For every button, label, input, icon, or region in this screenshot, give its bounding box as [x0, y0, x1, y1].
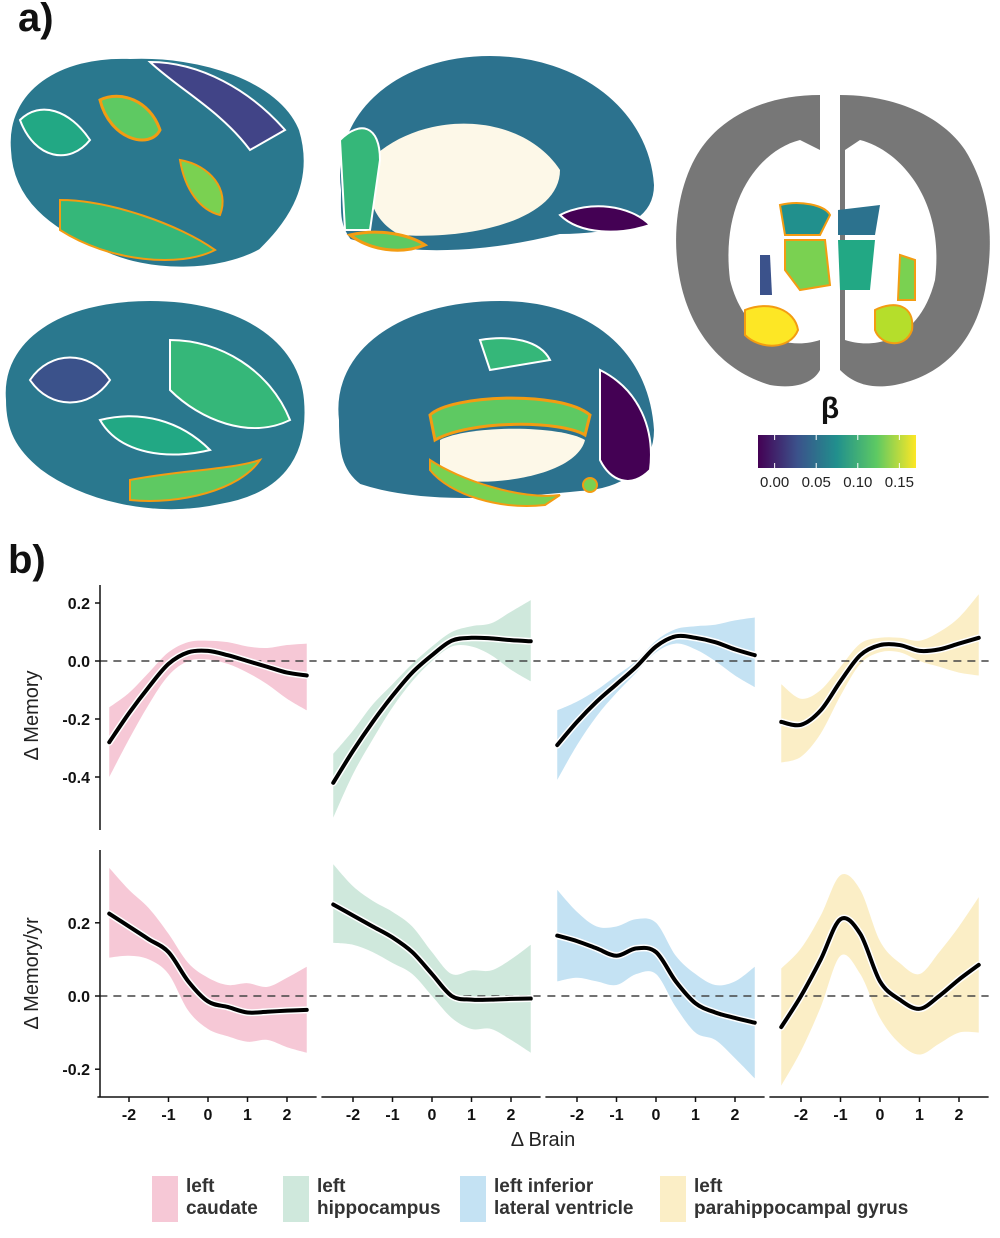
- fit-line: [779, 635, 981, 728]
- x-tick-label: 1: [243, 1107, 252, 1124]
- legend-label-line1: left: [317, 1176, 346, 1197]
- legend-label: left caudate: [186, 1176, 258, 1220]
- fit-line: [107, 911, 309, 1015]
- legend-label: left hippocampus: [317, 1176, 441, 1220]
- brain-lateral-right: [3, 298, 307, 512]
- fit-line-halo: [553, 932, 759, 1027]
- legend-label-line2: hippocampus: [317, 1198, 441, 1219]
- x-tick-label: -1: [385, 1107, 399, 1124]
- y-tick-label: 0.0: [68, 989, 90, 1006]
- colorbar-title: β: [821, 392, 839, 425]
- legend-item: left parahippocampal gyrus: [660, 1176, 908, 1222]
- legend-swatch: [660, 1176, 686, 1222]
- legend-item: left hippocampus: [283, 1176, 441, 1222]
- plot-panel-2-2: -2 -1 0 1 2: [321, 864, 541, 1124]
- confidence-band: [781, 874, 979, 1086]
- fit-line: [331, 635, 533, 785]
- plot-panel-2-1: -2 -1 0 1 2: [97, 867, 317, 1124]
- legend-swatch: [460, 1176, 486, 1222]
- legend-label-line1: left: [694, 1176, 723, 1197]
- plot-panel-1-4: [771, 594, 989, 763]
- fit-line: [555, 933, 757, 1025]
- y-axis-label-row-1: Δ Memory: [21, 670, 43, 760]
- legend-label-line2: caudate: [186, 1198, 258, 1219]
- y-axis-label-row-2: Δ Memory/yr: [21, 917, 43, 1030]
- x-tick-label: 1: [467, 1107, 476, 1124]
- x-tick-label: -2: [794, 1107, 808, 1124]
- fit-line: [331, 902, 533, 1002]
- legend-label-line1: left: [186, 1176, 215, 1197]
- fit-line-halo: [105, 647, 311, 746]
- fit-line: [779, 916, 981, 1030]
- colorbar: β 0.00 0.05 0.10 0.15: [758, 392, 916, 491]
- plot-panel-1-3: [547, 617, 765, 780]
- x-tick-label: 0: [652, 1107, 661, 1124]
- fit-line-halo: [329, 901, 535, 1004]
- y-tick-label: 0.0: [68, 654, 90, 671]
- x-tick-label: -2: [122, 1107, 136, 1124]
- confidence-band: [557, 617, 755, 780]
- y-tick-label: -0.2: [62, 712, 90, 729]
- confidence-band: [333, 600, 531, 818]
- legend-label: left inferior lateral ventricle: [494, 1176, 633, 1220]
- colorbar-tick-label: 0.15: [885, 474, 914, 491]
- fit-line-halo: [105, 910, 311, 1017]
- x-tick-label: 2: [731, 1107, 740, 1124]
- brain-coronal-slice: [676, 95, 990, 387]
- x-tick-label: 2: [283, 1107, 292, 1124]
- x-tick-label: -1: [833, 1107, 847, 1124]
- plot-panel-2-3: -2 -1 0 1 2: [545, 889, 765, 1124]
- fit-line-halo: [777, 914, 983, 1031]
- panel-label-a: a): [18, 0, 54, 40]
- legend-swatch: [152, 1176, 178, 1222]
- x-tick-label: 1: [691, 1107, 700, 1124]
- x-tick-label: 1: [915, 1107, 924, 1124]
- fit-line: [555, 633, 757, 748]
- brain-lateral-left: [8, 56, 306, 269]
- confidence-band: [781, 594, 979, 763]
- legend-label-line2: parahippocampal gyrus: [694, 1198, 909, 1219]
- x-tick-label: 0: [876, 1107, 885, 1124]
- x-tick-label: -2: [570, 1107, 584, 1124]
- fit-line-halo: [553, 632, 759, 749]
- x-tick-label: -2: [346, 1107, 360, 1124]
- fit-line-halo: [329, 634, 535, 787]
- confidence-band: [109, 867, 307, 1053]
- panel-label-b: b): [8, 538, 46, 582]
- legend-item: left inferior lateral ventricle: [460, 1176, 633, 1222]
- legend-label-line2: lateral ventricle: [494, 1198, 634, 1219]
- y-tick-label: -0.4: [62, 770, 90, 787]
- x-tick-label: 0: [204, 1107, 213, 1124]
- x-axis-label: Δ Brain: [511, 1129, 576, 1151]
- colorbar-tick-label: 0.05: [802, 474, 831, 491]
- brain-medial-bottom: [336, 298, 657, 507]
- x-tick-label: -1: [609, 1107, 623, 1124]
- y-tick-label: 0.2: [68, 596, 90, 613]
- legend-label: left parahippocampal gyrus: [694, 1176, 908, 1220]
- legend-swatch: [283, 1176, 309, 1222]
- y-tick-label: -0.2: [62, 1062, 90, 1079]
- confidence-band: [333, 864, 531, 1053]
- brain-medial-top: [338, 53, 657, 253]
- plot-panel-2-4: -2 -1 0 1 2: [769, 874, 989, 1124]
- y-tick-label: 0.2: [68, 916, 90, 933]
- fit-line: [107, 648, 309, 745]
- plot-panel-1-1: [99, 640, 317, 777]
- x-tick-label: 0: [428, 1107, 437, 1124]
- legend-label-line1: left inferior: [494, 1176, 594, 1197]
- x-tick-label: 2: [955, 1107, 964, 1124]
- x-tick-label: 2: [507, 1107, 516, 1124]
- brain-maps: β 0.00 0.05 0.10 0.15: [3, 53, 990, 512]
- confidence-band: [557, 889, 755, 1079]
- fit-line-halo: [777, 634, 983, 729]
- confidence-band: [109, 640, 307, 777]
- legend-item: left caudate: [152, 1176, 258, 1222]
- plot-panel-1-2: [323, 600, 541, 818]
- colorbar-tick-label: 0.10: [843, 474, 872, 491]
- colorbar-tick-label: 0.00: [760, 474, 789, 491]
- x-tick-label: -1: [161, 1107, 175, 1124]
